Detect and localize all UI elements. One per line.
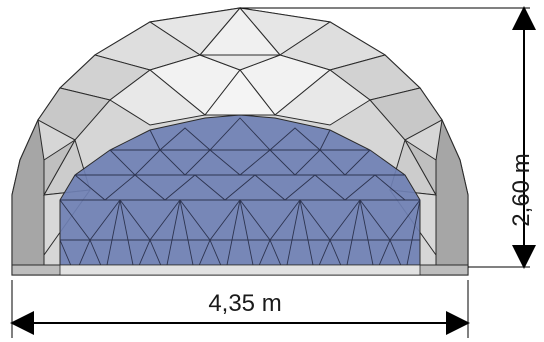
- height-label: 2,60 m: [508, 153, 535, 227]
- height-dimension: [240, 6, 536, 269]
- width-label: 4,35 m: [208, 290, 282, 317]
- dome-interior: [59, 114, 421, 276]
- height-label-box: 2,60 m: [508, 140, 535, 240]
- width-dimension: [10, 280, 470, 338]
